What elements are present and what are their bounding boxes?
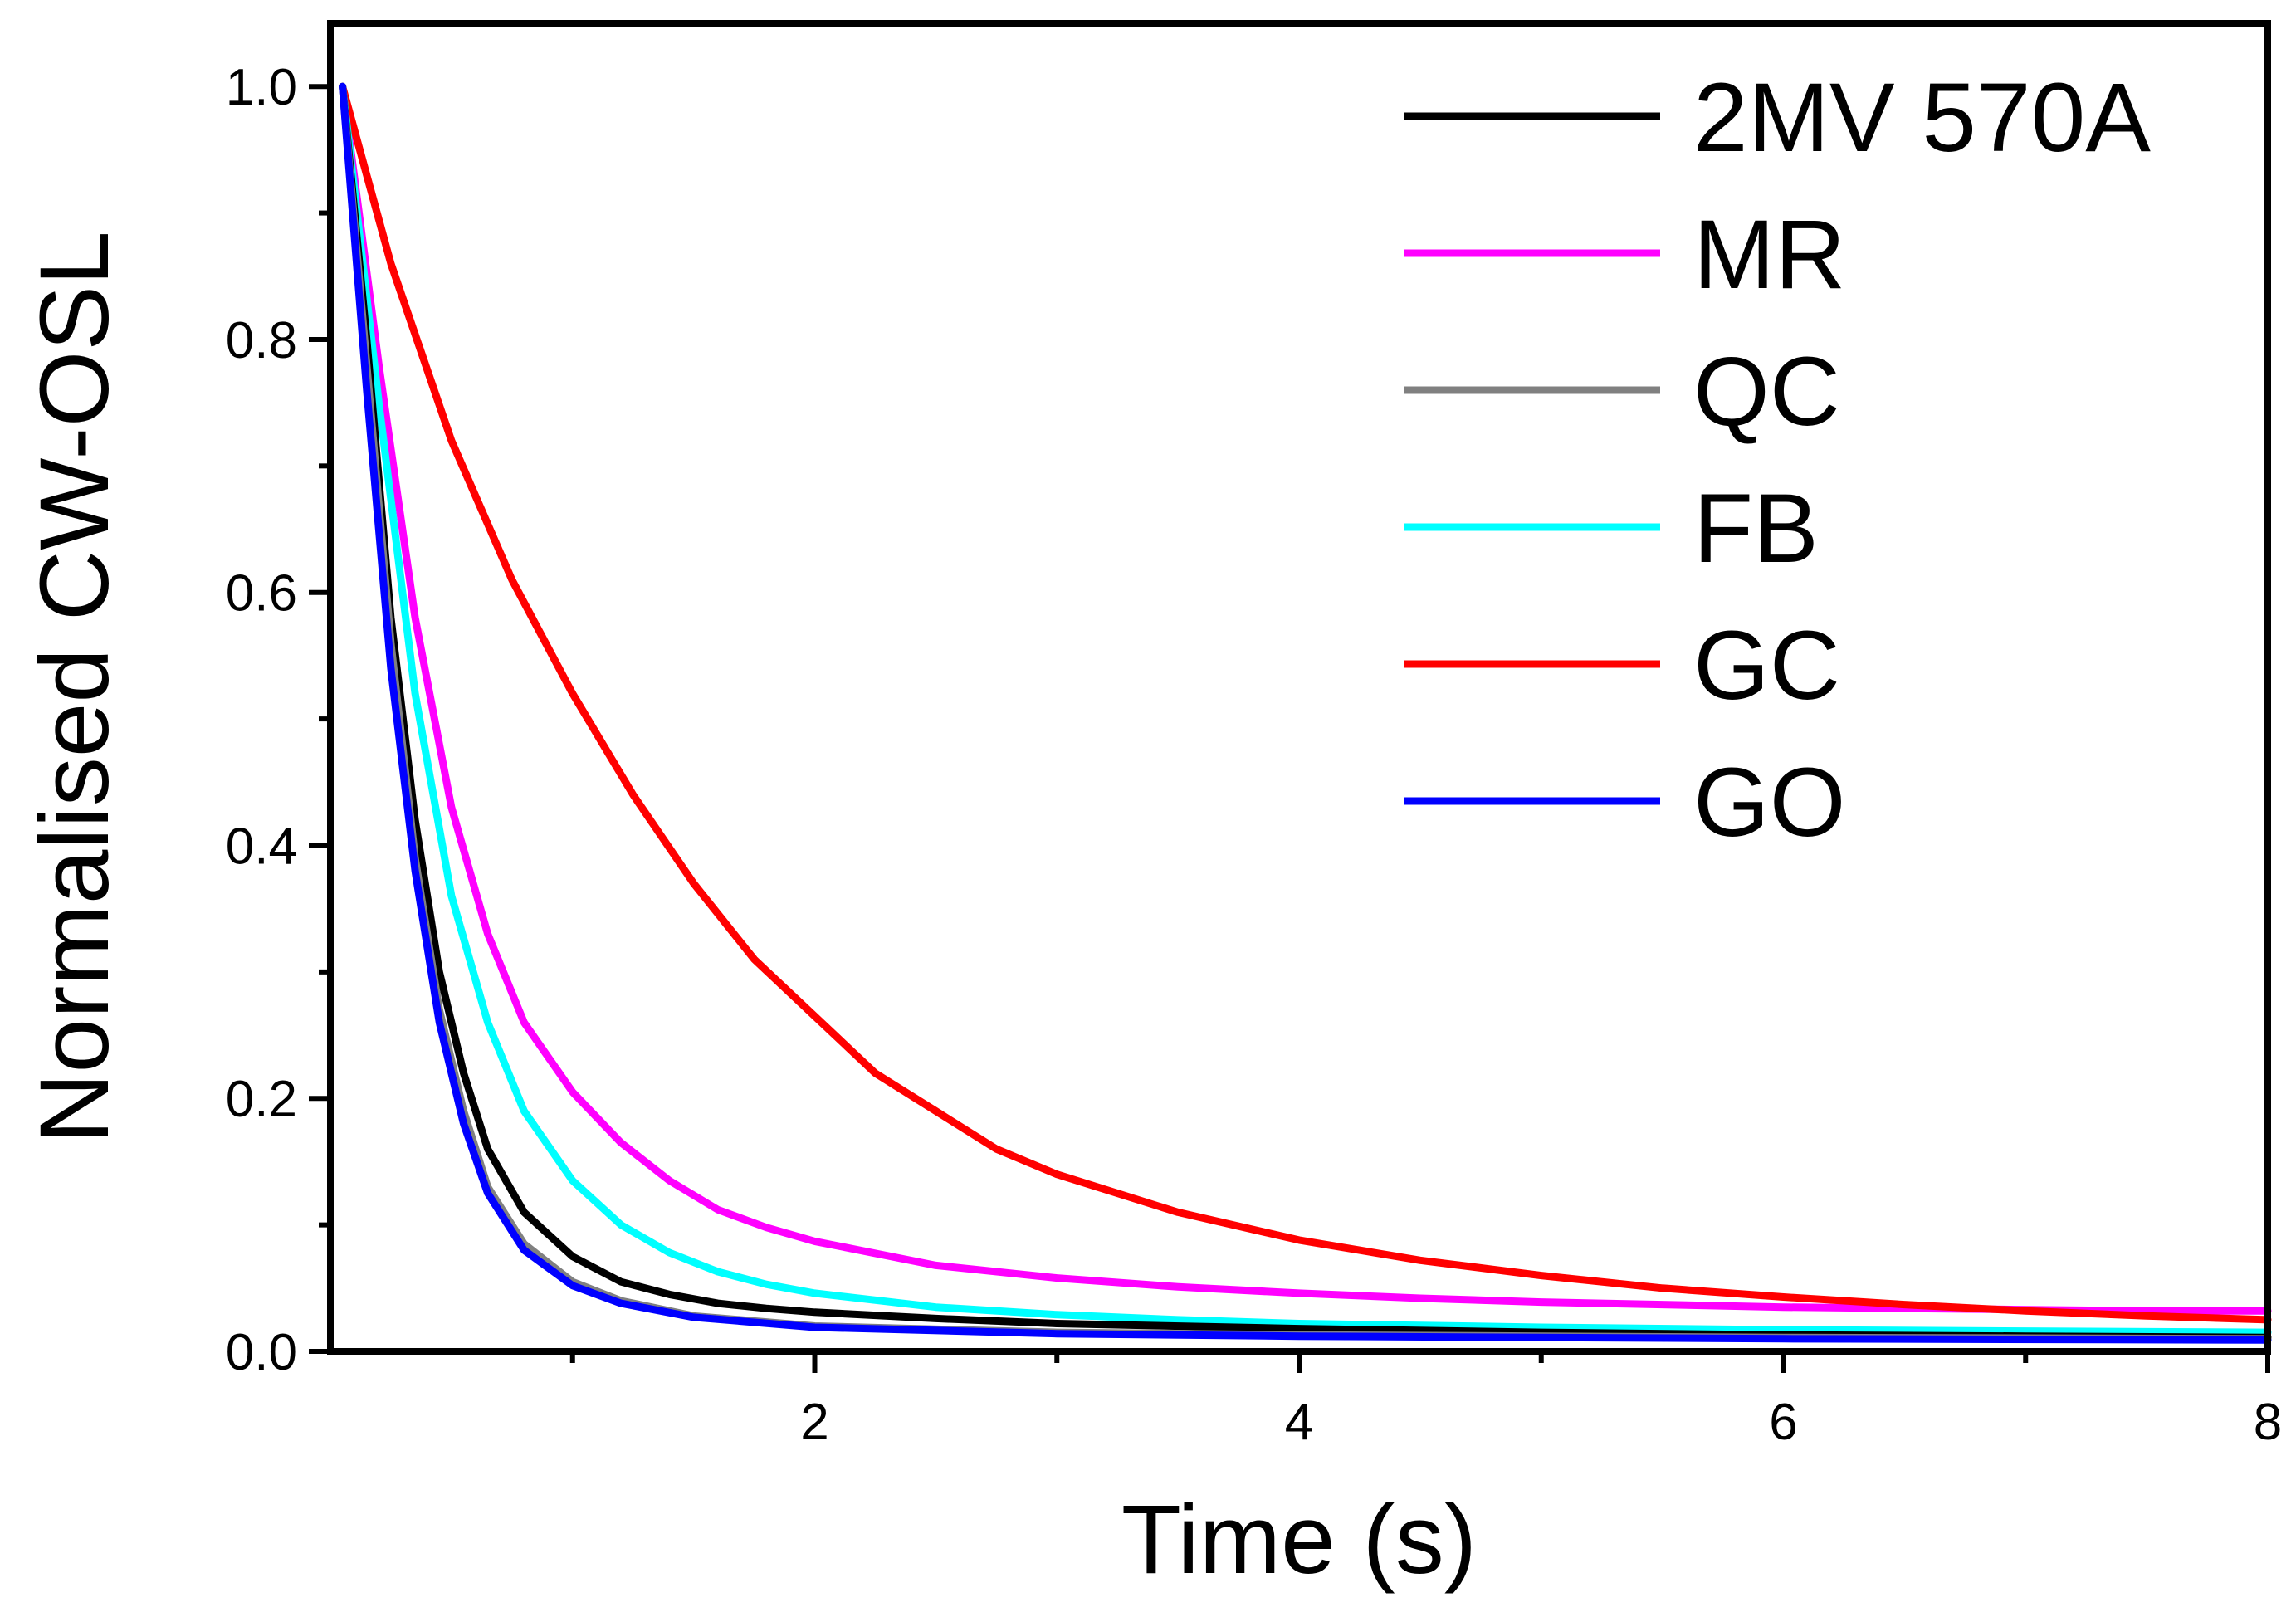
y-tick-label: 0.0 bbox=[226, 1324, 297, 1381]
series-line-gc bbox=[339, 82, 2272, 1324]
series-line-2mv-570a bbox=[339, 82, 2272, 1341]
legend: 2MV 570A MR QC FB GC GO bbox=[1404, 63, 2151, 857]
y-tick-label: 1.0 bbox=[226, 59, 297, 116]
y-axis-title: Normalised CW-OSL bbox=[20, 231, 129, 1143]
x-axis-title: Time (s) bbox=[1121, 1485, 1477, 1595]
series-line-go bbox=[339, 82, 2272, 1344]
y-tick-label: 0.4 bbox=[226, 818, 297, 875]
legend-label: 2MV 570A bbox=[1693, 63, 2151, 173]
legend-label: GC bbox=[1693, 611, 1840, 721]
x-tick-label: 8 bbox=[2254, 1394, 2282, 1451]
series-line-mr bbox=[339, 82, 2272, 1315]
plot-frame bbox=[327, 20, 2271, 1355]
legend-label: MR bbox=[1693, 200, 1846, 310]
legend-label: FB bbox=[1693, 474, 1819, 584]
legend-label: GO bbox=[1693, 748, 1846, 857]
tick-layer: 2 4 6 8 0.0 0.2 0.4 0.6 0.8 1.0 bbox=[226, 59, 2282, 1451]
y-tick-label: 0.2 bbox=[226, 1071, 297, 1128]
y-tick-label: 0.6 bbox=[226, 565, 297, 623]
series-line-fb bbox=[339, 82, 2272, 1336]
x-tick-label: 4 bbox=[1285, 1394, 1313, 1451]
x-tick-label: 2 bbox=[800, 1394, 828, 1451]
x-tick-label: 6 bbox=[1769, 1394, 1797, 1451]
series-layer bbox=[339, 82, 2272, 1344]
y-tick-label: 0.8 bbox=[226, 312, 297, 369]
legend-label: QC bbox=[1693, 337, 1840, 447]
